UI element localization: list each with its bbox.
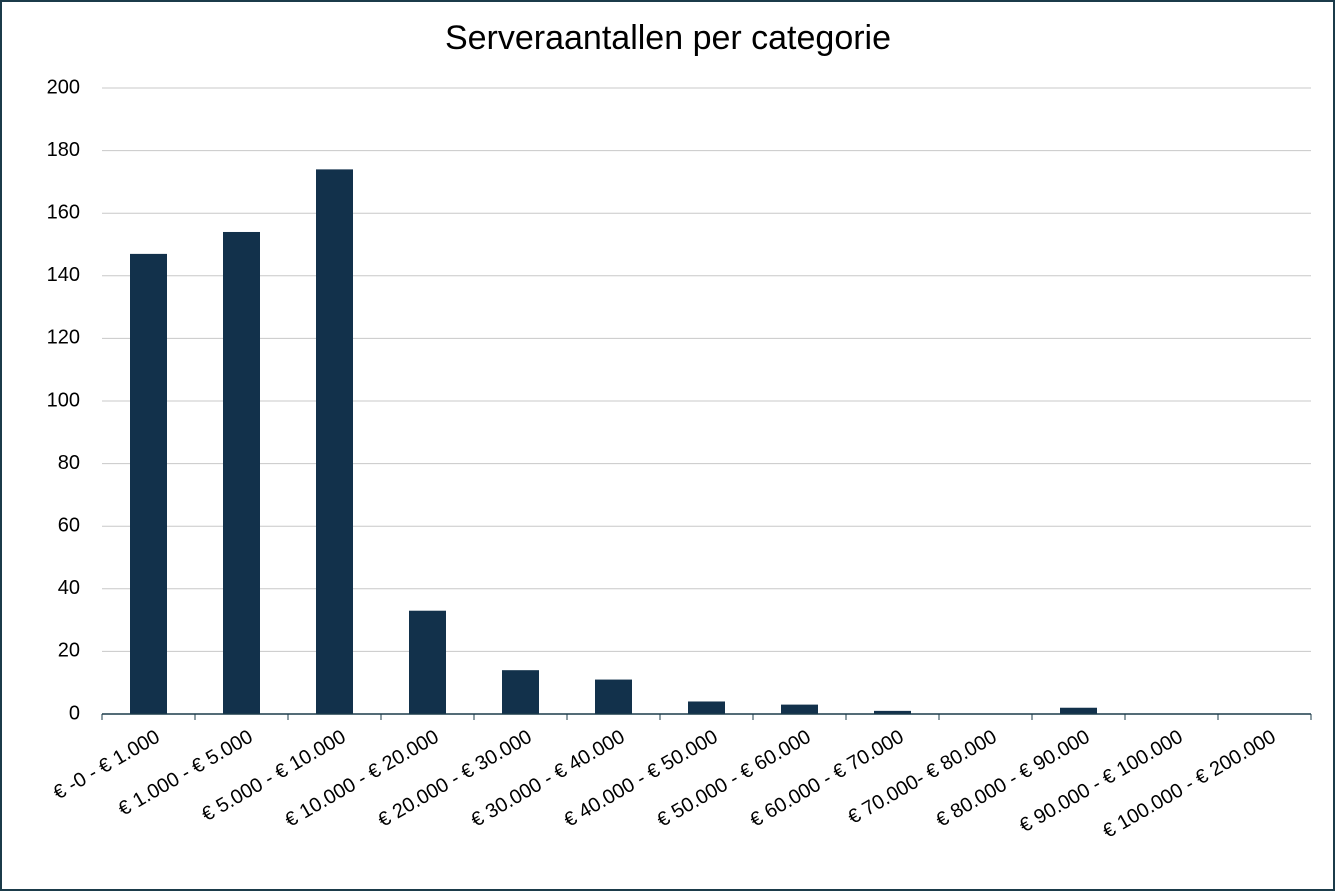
bar — [130, 253, 167, 714]
bar — [595, 679, 632, 714]
y-tick-label: 200 — [47, 76, 80, 98]
y-tick-label: 80 — [58, 452, 80, 474]
y-tick-label: 120 — [47, 327, 80, 349]
y-tick-label: 100 — [47, 389, 80, 411]
bar — [316, 169, 353, 714]
bar — [502, 670, 539, 714]
bar — [874, 710, 911, 714]
bar — [409, 610, 446, 714]
y-tick-label: 0 — [69, 702, 80, 724]
bar — [781, 704, 818, 714]
y-tick-label: 140 — [47, 264, 80, 286]
bar — [1060, 707, 1097, 714]
y-tick-label: 180 — [47, 139, 80, 161]
y-tick-label: 40 — [58, 577, 80, 599]
bar — [223, 231, 260, 715]
y-tick-label: 160 — [47, 201, 80, 223]
y-tick-label: 20 — [58, 640, 80, 662]
y-tick-label: 60 — [58, 514, 80, 536]
chart-title: Serveraantallen per categorie — [445, 19, 891, 57]
bar — [688, 701, 725, 714]
